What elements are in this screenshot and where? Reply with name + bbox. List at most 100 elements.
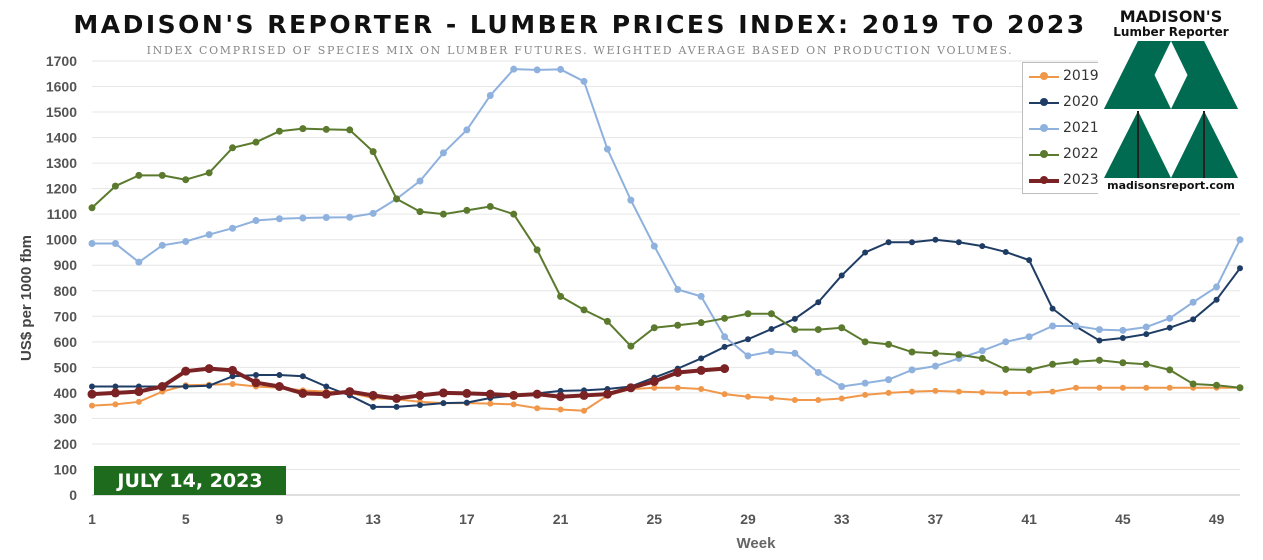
data-point xyxy=(791,326,799,334)
data-point xyxy=(838,395,845,402)
data-point xyxy=(1142,323,1150,331)
data-point xyxy=(370,403,377,410)
data-point xyxy=(88,240,96,248)
y-tick-label: 1400 xyxy=(46,130,77,146)
data-point xyxy=(1166,324,1173,331)
madisons-logo: MADISON'S Lumber Reporter madisonsreport… xyxy=(1098,8,1244,194)
data-point xyxy=(1026,257,1033,264)
data-point xyxy=(978,354,986,362)
data-point xyxy=(626,383,636,393)
data-point xyxy=(557,406,564,413)
data-point xyxy=(229,224,237,232)
data-point xyxy=(1002,389,1009,396)
data-point xyxy=(112,383,119,390)
data-point xyxy=(275,127,283,135)
data-point xyxy=(417,402,423,409)
data-point xyxy=(720,364,730,374)
data-point xyxy=(110,388,120,398)
data-point xyxy=(346,213,354,221)
data-point xyxy=(135,171,143,179)
chart-legend: 2019 2020 2021 2022 2023 xyxy=(1022,62,1104,194)
data-point xyxy=(557,387,564,394)
data-point xyxy=(1049,360,1057,368)
x-tick-label: 9 xyxy=(276,511,284,527)
data-point xyxy=(252,138,260,146)
data-point xyxy=(602,389,612,399)
data-point xyxy=(580,306,588,314)
series-2023 xyxy=(87,364,730,403)
data-point xyxy=(112,401,119,408)
data-point xyxy=(932,236,939,243)
series-2021 xyxy=(88,65,1244,390)
data-point xyxy=(135,398,142,405)
y-tick-label: 100 xyxy=(54,461,78,477)
data-point xyxy=(697,319,705,327)
data-point xyxy=(486,203,494,211)
y-tick-label: 600 xyxy=(54,334,78,350)
data-point xyxy=(1049,388,1056,395)
y-tick-label: 200 xyxy=(54,436,78,452)
legend-item-2022: 2022 xyxy=(1029,144,1105,164)
x-tick-label: 1 xyxy=(88,511,96,527)
logo-subtitle: Lumber Reporter xyxy=(1113,25,1229,39)
data-point xyxy=(768,394,775,401)
data-point xyxy=(323,383,330,390)
data-point xyxy=(322,125,330,133)
data-point xyxy=(321,389,331,399)
x-axis-label: Week xyxy=(737,535,777,552)
data-point xyxy=(580,77,588,85)
data-point xyxy=(908,348,916,356)
y-tick-label: 1100 xyxy=(47,206,78,222)
y-tick-label: 1500 xyxy=(46,104,77,120)
y-tick-label: 1200 xyxy=(46,181,77,197)
data-point xyxy=(206,382,213,389)
legend-label: 2019 xyxy=(1063,68,1099,84)
data-point xyxy=(393,403,400,410)
data-point xyxy=(1190,316,1197,323)
data-point xyxy=(1213,296,1220,303)
data-point xyxy=(791,397,798,404)
data-point xyxy=(674,285,682,293)
data-point xyxy=(698,355,705,362)
data-point xyxy=(1096,337,1103,344)
chart-title: MADISON'S REPORTER - LUMBER PRICES INDEX… xyxy=(73,10,1087,39)
data-point xyxy=(650,324,658,332)
data-point xyxy=(229,380,236,387)
data-point xyxy=(1142,360,1150,368)
data-point xyxy=(1119,326,1127,334)
logo-url: madisonsreport.com xyxy=(1107,179,1235,192)
series-line xyxy=(92,238,1241,408)
legend-item-2020: 2020 xyxy=(1029,92,1105,112)
data-point xyxy=(649,376,659,386)
data-point xyxy=(111,240,119,248)
data-point xyxy=(932,387,939,394)
x-tick-label: 41 xyxy=(1021,511,1037,527)
data-point xyxy=(298,388,308,398)
x-tick-label: 17 xyxy=(459,511,475,527)
data-point xyxy=(603,317,611,325)
series-line xyxy=(91,127,1241,389)
series-2019 xyxy=(89,380,1243,414)
x-tick-label: 29 xyxy=(740,511,756,527)
data-point xyxy=(979,243,986,250)
date-badge: JULY 14, 2023 xyxy=(94,466,286,495)
data-point xyxy=(1166,384,1173,391)
data-point xyxy=(745,336,751,343)
data-point xyxy=(791,349,799,357)
data-point xyxy=(814,326,822,334)
data-point xyxy=(299,125,307,133)
data-point xyxy=(416,208,424,216)
data-point xyxy=(369,148,377,156)
x-tick-label: 49 xyxy=(1209,511,1225,527)
data-point xyxy=(158,241,166,249)
legend-item-2023: 2023 xyxy=(1029,170,1105,190)
data-point xyxy=(532,389,542,399)
data-point xyxy=(955,239,962,246)
data-point xyxy=(276,372,283,379)
data-point xyxy=(745,393,751,400)
logo-name: MADISON'S xyxy=(1119,7,1223,26)
data-point xyxy=(533,246,541,254)
data-point xyxy=(861,379,869,387)
data-point xyxy=(579,390,589,400)
y-axis-label: US$ per 1000 fbm xyxy=(18,235,35,361)
